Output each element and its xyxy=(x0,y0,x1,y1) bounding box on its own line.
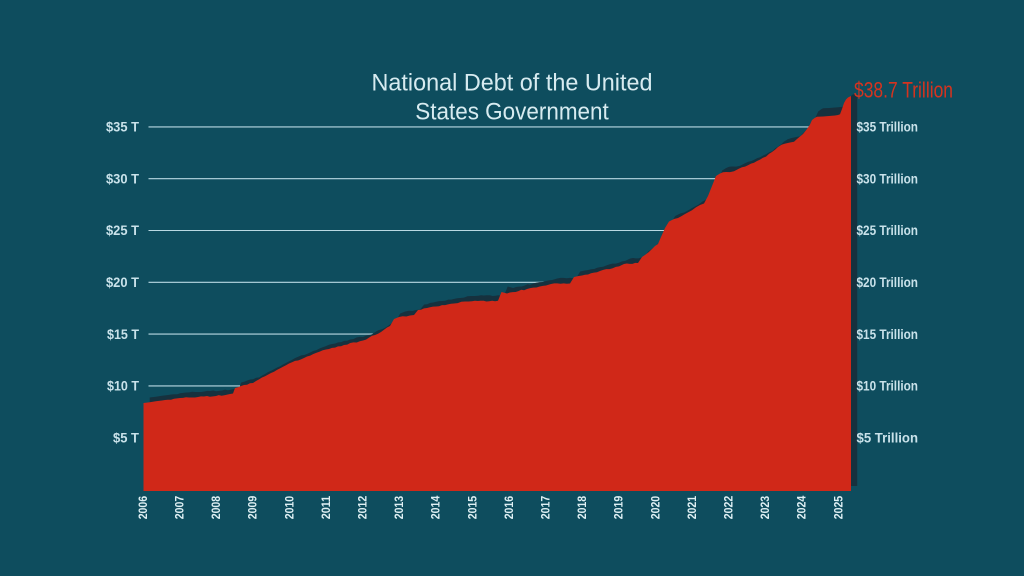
svg-text:$20 Trillion: $20 Trillion xyxy=(857,275,919,290)
svg-text:2013: 2013 xyxy=(394,496,406,520)
svg-text:National Debt of the United: National Debt of the United xyxy=(372,70,653,97)
svg-text:2011: 2011 xyxy=(321,495,333,519)
svg-text:2025: 2025 xyxy=(833,495,845,519)
svg-text:$30 Trillion: $30 Trillion xyxy=(857,171,919,186)
svg-text:2017: 2017 xyxy=(541,496,553,520)
svg-text:$10 Trillion: $10 Trillion xyxy=(857,379,919,394)
svg-text:States Government: States Government xyxy=(415,99,609,126)
svg-text:$30 T: $30 T xyxy=(106,171,140,186)
svg-text:$35 Trillion: $35 Trillion xyxy=(857,120,919,135)
svg-text:2006: 2006 xyxy=(138,496,150,520)
svg-text:$35 T: $35 T xyxy=(106,120,140,135)
svg-text:2016: 2016 xyxy=(504,496,516,520)
svg-text:2012: 2012 xyxy=(358,496,370,520)
svg-text:$5 Trillion: $5 Trillion xyxy=(857,430,919,445)
svg-text:2019: 2019 xyxy=(614,496,626,520)
svg-text:2023: 2023 xyxy=(760,496,772,520)
svg-text:2015: 2015 xyxy=(467,495,479,519)
svg-text:2008: 2008 xyxy=(211,495,223,519)
svg-text:2009: 2009 xyxy=(248,496,260,520)
svg-text:$5 T: $5 T xyxy=(113,430,140,445)
svg-text:2014: 2014 xyxy=(431,495,443,519)
svg-text:2021: 2021 xyxy=(687,495,699,519)
svg-text:$10 T: $10 T xyxy=(107,379,140,394)
svg-text:$15 T: $15 T xyxy=(107,327,140,342)
svg-text:2024: 2024 xyxy=(797,495,809,519)
svg-text:$38.7 Trillion: $38.7 Trillion xyxy=(854,78,953,103)
svg-text:2007: 2007 xyxy=(175,496,187,520)
svg-text:$25 Trillion: $25 Trillion xyxy=(857,223,919,238)
svg-text:$20 T: $20 T xyxy=(106,275,140,290)
svg-text:2010: 2010 xyxy=(284,496,296,520)
svg-text:$15 Trillion: $15 Trillion xyxy=(857,327,919,342)
svg-text:2022: 2022 xyxy=(724,496,736,520)
svg-text:$25 T: $25 T xyxy=(106,223,140,238)
svg-text:2020: 2020 xyxy=(650,496,662,520)
svg-text:2018: 2018 xyxy=(577,495,589,519)
